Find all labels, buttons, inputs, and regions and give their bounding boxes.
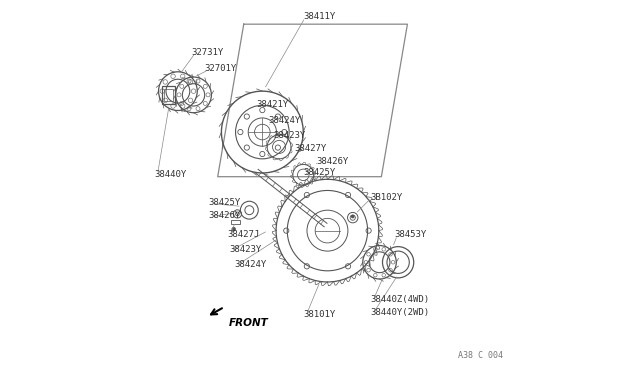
- Text: 38423Y: 38423Y: [273, 131, 306, 140]
- Text: A38 C 004: A38 C 004: [458, 351, 502, 360]
- Text: 38411Y: 38411Y: [303, 12, 335, 21]
- Text: 38421Y: 38421Y: [257, 100, 289, 109]
- Text: 38424Y: 38424Y: [234, 260, 267, 269]
- Text: 38424Y: 38424Y: [268, 116, 300, 125]
- Text: 38425Y: 38425Y: [209, 198, 241, 207]
- Text: 38440Y: 38440Y: [154, 170, 187, 179]
- Text: 38440Z(4WD): 38440Z(4WD): [370, 295, 429, 304]
- Text: 32731Y: 32731Y: [191, 48, 224, 57]
- Text: 38427Y: 38427Y: [294, 144, 326, 153]
- Text: 38423Y: 38423Y: [229, 245, 261, 254]
- Text: 38426Y: 38426Y: [316, 157, 349, 166]
- Text: 3B102Y: 3B102Y: [370, 193, 403, 202]
- Text: 38101Y: 38101Y: [303, 310, 335, 319]
- Circle shape: [351, 215, 354, 218]
- Text: 38425Y: 38425Y: [303, 169, 335, 177]
- Text: 38440Y(2WD): 38440Y(2WD): [370, 308, 429, 317]
- Text: 38426Y: 38426Y: [209, 211, 241, 220]
- Text: 38453Y: 38453Y: [394, 230, 427, 239]
- Text: 32701Y: 32701Y: [205, 64, 237, 73]
- Text: FRONT: FRONT: [229, 318, 269, 327]
- Circle shape: [232, 228, 235, 231]
- Text: 38427J: 38427J: [227, 230, 259, 239]
